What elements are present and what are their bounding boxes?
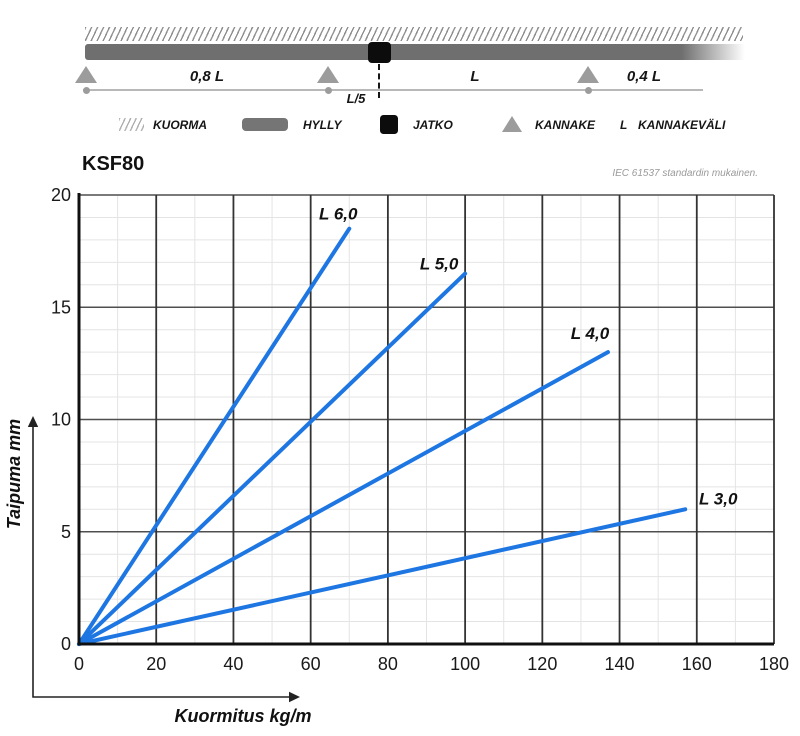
y-axis-title: Taipuma mm [4,419,24,529]
series-label-2: L 5,0 [420,255,459,274]
load-hatch-icon [119,118,144,131]
y-axis-arrowhead-icon [27,416,39,427]
legend-label-kuorma: KUORMA [153,118,207,132]
y-tick-label: 0 [61,634,71,654]
standard-note: IEC 61537 standardin mukainen. [612,168,758,179]
legend: KUORMA HYLLY JATKO KANNAKE L KANNAKEVÄLI [0,108,800,142]
shelf-bar [85,44,748,60]
x-tick-label: 100 [450,654,480,674]
x-axis-arrowhead-icon [289,691,300,703]
span-label-mid: L [470,68,480,85]
joint-square-icon [380,115,398,134]
span-label-left: 0,8 L [189,68,225,85]
load-hatch-band [85,27,743,41]
length-letter-symbol: L [620,118,628,132]
legend-label-jatko: JATKO [413,118,453,132]
shelf-bar-icon [242,118,288,131]
series-line-3 [77,350,610,646]
x-tick-label: 140 [605,654,635,674]
x-tick-label: 60 [301,654,321,674]
series-label-1: L 6,0 [319,205,358,224]
y-tick-label: 15 [51,297,71,317]
legend-label-hylly: HYLLY [303,118,342,132]
support-triangle-3 [577,66,599,83]
dimension-dot-3 [584,86,592,94]
x-tick-label: 40 [223,654,243,674]
x-tick-label: 80 [378,654,398,674]
dimension-dot-2 [324,86,332,94]
x-tick-label: 120 [527,654,557,674]
x-tick-label: 160 [682,654,712,674]
x-tick-label: 0 [74,654,84,674]
axis-arrow-lines [32,424,292,698]
y-tick-label: 10 [51,410,71,430]
x-axis-title: Kuormitus kg/m [174,706,311,726]
dimension-line [83,89,703,91]
y-tick-label: 5 [61,522,71,542]
legend-label-kannakevali: KANNAKEVÄLI [638,118,726,132]
page-title: KSF80 [82,153,145,175]
joint-dashed-line [378,64,380,98]
support-triangle-1 [75,66,97,83]
joint-square [368,42,391,63]
dimension-dot-1 [82,86,90,94]
series-label-4: L 3,0 [699,489,738,508]
x-tick-label: 20 [146,654,166,674]
legend-label-kannake: KANNAKE [535,118,595,132]
support-triangle-2 [317,66,339,83]
series-line-2 [77,271,468,646]
y-tick-label: 20 [51,185,71,205]
series-label-3: L 4,0 [571,324,610,343]
series-line-1 [77,226,352,646]
span-label-joint: L/5 [346,91,366,106]
x-tick-label: 180 [759,654,789,674]
series-line-4 [77,507,688,646]
support-triangle-icon [502,116,522,132]
span-label-right: 0,4 L [626,68,662,85]
